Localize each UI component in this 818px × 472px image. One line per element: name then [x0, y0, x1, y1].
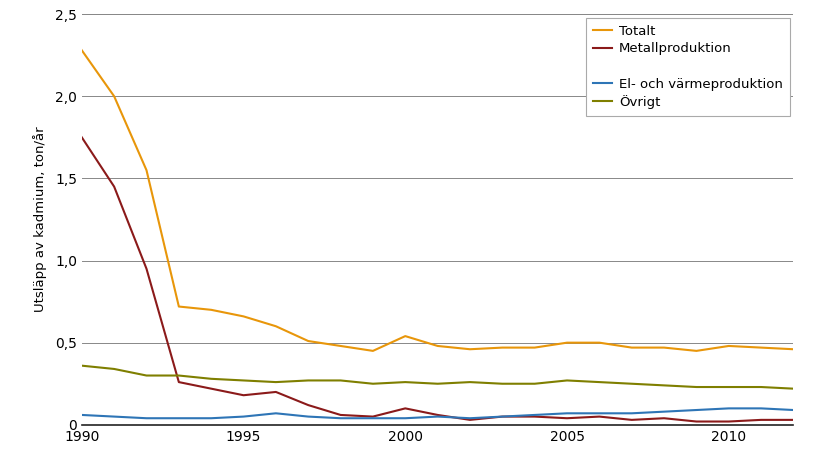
Metallproduktion: [497, 414, 507, 420]
El- och värmeproduktion: [110, 414, 119, 420]
Metallproduktion: [433, 412, 443, 418]
Metallproduktion: [400, 405, 410, 411]
El- och värmeproduktion: [789, 407, 798, 413]
Line: El- och värmeproduktion: El- och värmeproduktion: [82, 408, 793, 418]
Övrigt: [174, 373, 184, 379]
Totalt: [691, 348, 701, 354]
El- och värmeproduktion: [142, 415, 151, 421]
Metallproduktion: [110, 184, 119, 189]
Metallproduktion: [465, 417, 475, 423]
El- och värmeproduktion: [174, 415, 184, 421]
Totalt: [400, 333, 410, 339]
Metallproduktion: [530, 414, 540, 420]
Totalt: [465, 346, 475, 352]
Övrigt: [627, 381, 636, 387]
El- och värmeproduktion: [206, 415, 216, 421]
Metallproduktion: [595, 414, 605, 420]
Totalt: [659, 345, 669, 350]
Övrigt: [724, 384, 734, 390]
Övrigt: [756, 384, 766, 390]
El- och värmeproduktion: [497, 414, 507, 420]
Totalt: [303, 338, 313, 344]
Övrigt: [206, 376, 216, 382]
Totalt: [433, 343, 443, 349]
Metallproduktion: [271, 389, 281, 395]
Metallproduktion: [239, 392, 249, 398]
Y-axis label: Utsläpp av kadmium, ton/år: Utsläpp av kadmium, ton/år: [33, 126, 47, 312]
El- och värmeproduktion: [433, 414, 443, 420]
El- och värmeproduktion: [400, 415, 410, 421]
Metallproduktion: [206, 386, 216, 391]
Övrigt: [110, 366, 119, 372]
Metallproduktion: [368, 414, 378, 420]
Metallproduktion: [174, 379, 184, 385]
Övrigt: [691, 384, 701, 390]
El- och värmeproduktion: [627, 411, 636, 416]
Övrigt: [77, 363, 87, 369]
Totalt: [335, 343, 345, 349]
Övrigt: [530, 381, 540, 387]
Totalt: [789, 346, 798, 352]
Metallproduktion: [77, 135, 87, 140]
Övrigt: [239, 378, 249, 383]
Totalt: [562, 340, 572, 346]
Totalt: [239, 313, 249, 319]
Metallproduktion: [627, 417, 636, 423]
Totalt: [142, 168, 151, 173]
Totalt: [756, 345, 766, 350]
Line: Metallproduktion: Metallproduktion: [82, 137, 793, 421]
El- och värmeproduktion: [465, 415, 475, 421]
Totalt: [77, 48, 87, 53]
El- och värmeproduktion: [562, 411, 572, 416]
Övrigt: [142, 373, 151, 379]
Metallproduktion: [659, 415, 669, 421]
Totalt: [497, 345, 507, 350]
Övrigt: [659, 382, 669, 388]
El- och värmeproduktion: [756, 405, 766, 411]
Totalt: [206, 307, 216, 312]
Line: Övrigt: Övrigt: [82, 366, 793, 388]
Metallproduktion: [789, 417, 798, 423]
Övrigt: [335, 378, 345, 383]
Legend: Totalt, Metallproduktion, , El- och värmeproduktion, Övrigt: Totalt, Metallproduktion, , El- och värm…: [586, 18, 789, 116]
Övrigt: [400, 379, 410, 385]
Line: Totalt: Totalt: [82, 51, 793, 351]
Övrigt: [303, 378, 313, 383]
Övrigt: [465, 379, 475, 385]
Totalt: [271, 323, 281, 329]
El- och värmeproduktion: [659, 409, 669, 414]
El- och värmeproduktion: [239, 414, 249, 420]
Metallproduktion: [562, 415, 572, 421]
Metallproduktion: [303, 402, 313, 408]
El- och värmeproduktion: [530, 412, 540, 418]
El- och värmeproduktion: [595, 411, 605, 416]
El- och värmeproduktion: [335, 415, 345, 421]
Metallproduktion: [142, 266, 151, 271]
Metallproduktion: [691, 419, 701, 424]
Övrigt: [368, 381, 378, 387]
Metallproduktion: [724, 419, 734, 424]
Totalt: [110, 93, 119, 99]
Totalt: [530, 345, 540, 350]
Övrigt: [595, 379, 605, 385]
Övrigt: [271, 379, 281, 385]
Totalt: [724, 343, 734, 349]
Metallproduktion: [335, 412, 345, 418]
El- och värmeproduktion: [691, 407, 701, 413]
Totalt: [627, 345, 636, 350]
Övrigt: [433, 381, 443, 387]
El- och värmeproduktion: [368, 415, 378, 421]
Totalt: [595, 340, 605, 346]
Övrigt: [497, 381, 507, 387]
El- och värmeproduktion: [303, 414, 313, 420]
Övrigt: [789, 386, 798, 391]
El- och värmeproduktion: [77, 412, 87, 418]
Övrigt: [562, 378, 572, 383]
Totalt: [368, 348, 378, 354]
El- och värmeproduktion: [724, 405, 734, 411]
Totalt: [174, 303, 184, 309]
Metallproduktion: [756, 417, 766, 423]
El- och värmeproduktion: [271, 411, 281, 416]
